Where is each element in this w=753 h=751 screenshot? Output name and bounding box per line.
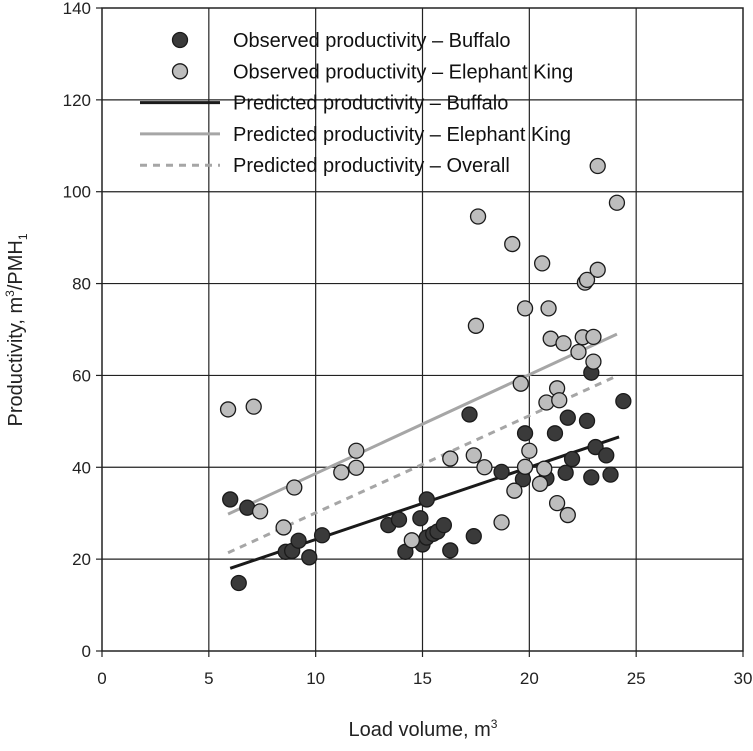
buffalo-point xyxy=(598,447,615,464)
elephant-king-point xyxy=(589,157,606,175)
legend-elephant-king-predicted: Predicted productivity – Elephant King xyxy=(233,124,571,146)
buffalo-point xyxy=(301,549,318,566)
buffalo-point xyxy=(546,425,564,442)
x-tick-label: 5 xyxy=(204,669,213,688)
buffalo-point xyxy=(587,438,604,456)
x-tick-label: 25 xyxy=(627,669,646,688)
elephant-king-point xyxy=(275,519,292,536)
elephant-king-point xyxy=(251,503,269,520)
elephant-king-point xyxy=(219,401,237,418)
x-tick-label: 30 xyxy=(734,669,753,688)
elephant-king-point xyxy=(504,235,521,253)
elephant-king-point xyxy=(245,398,262,415)
x-tick-labels: 0 5 10 15 20 25 30 xyxy=(97,669,752,688)
elephant-king-point xyxy=(521,442,538,459)
buffalo-point xyxy=(557,464,574,481)
y-tick-label: 20 xyxy=(72,550,91,569)
elephant-king-point xyxy=(476,459,493,476)
y-tick-label: 100 xyxy=(63,183,91,202)
elephant-king-point xyxy=(559,506,576,524)
elephant-king-point xyxy=(469,208,487,225)
buffalo-point xyxy=(465,528,482,545)
buffalo-point xyxy=(418,491,435,508)
buffalo-point xyxy=(390,511,408,528)
buffalo-point xyxy=(583,469,600,486)
legend: Observed productivity – Buffalo Observed … xyxy=(140,30,573,177)
buffalo-point xyxy=(290,532,307,549)
x-tick-label: 0 xyxy=(97,669,106,688)
elephant-king-point xyxy=(534,255,551,272)
data-points xyxy=(219,157,632,592)
legend-overall-predicted: Predicted productivity – Overall xyxy=(233,155,510,177)
y-axis-title: Productivity, m3/PMH1 xyxy=(3,233,30,426)
buffalo-point xyxy=(313,527,331,544)
x-tick-label: 15 xyxy=(413,669,432,688)
x-tick-label: 10 xyxy=(306,669,325,688)
buffalo-point xyxy=(412,510,429,527)
legend-buffalo-observed: Observed productivity – Buffalo xyxy=(233,30,511,52)
buffalo-point xyxy=(615,392,632,410)
buffalo-point xyxy=(493,463,510,481)
elephant-king-point xyxy=(585,328,602,345)
x-tick-label: 20 xyxy=(520,669,539,688)
elephant-king-point xyxy=(403,532,420,549)
y-tick-label: 140 xyxy=(63,0,91,18)
elephant-king-point xyxy=(551,392,568,409)
elephant-king-point xyxy=(493,514,510,531)
elephant-king-point xyxy=(578,271,596,289)
elephant-king-point xyxy=(531,475,549,492)
y-tick-label: 120 xyxy=(63,91,91,110)
elephant-king-point xyxy=(348,459,365,476)
legend-elephant-king-observed: Observed productivity – Elephant King xyxy=(233,61,573,83)
elephant-king-point xyxy=(442,450,459,467)
elephant-king-point xyxy=(286,479,303,496)
grid-lines xyxy=(102,8,743,651)
buffalo-point xyxy=(578,412,596,430)
elephant-king-point xyxy=(548,494,566,512)
elephant-king-point xyxy=(536,460,553,477)
buffalo-point xyxy=(230,574,247,592)
y-tick-labels: 0 20 40 60 80 100 120 140 xyxy=(63,0,91,661)
elephant-king-point xyxy=(506,482,523,499)
elephant-king-point xyxy=(348,442,365,459)
y-tick-label: 60 xyxy=(72,366,91,385)
tick-marks xyxy=(96,7,744,657)
buffalo-point xyxy=(602,466,619,483)
elephant-king-point xyxy=(608,194,626,211)
buffalo-point xyxy=(435,517,453,534)
elephant-king-point xyxy=(570,343,587,361)
elephant-king-point xyxy=(555,335,572,352)
buffalo-point xyxy=(516,425,534,442)
buffalo-point xyxy=(442,542,459,559)
elephant-king-point xyxy=(333,464,350,481)
x-axis-title: Load volume, m3 xyxy=(349,717,498,741)
buffalo-point xyxy=(563,450,581,468)
y-tick-label: 80 xyxy=(72,275,91,294)
buffalo-point xyxy=(559,409,576,426)
legend-marker-elephant-king xyxy=(171,63,189,80)
elephant-king-point xyxy=(589,261,606,278)
elephant-king-point xyxy=(512,375,529,392)
elephant-king-point xyxy=(540,300,557,317)
elephant-king-point xyxy=(585,353,602,370)
legend-marker-buffalo xyxy=(171,31,189,49)
buffalo-point xyxy=(222,491,239,508)
buffalo-point xyxy=(461,406,478,423)
elephant-king-point xyxy=(465,447,482,464)
elephant-king-point xyxy=(467,317,485,334)
elephant-king-point xyxy=(516,300,534,317)
legend-buffalo-predicted: Predicted productivity – Buffalo xyxy=(233,93,508,115)
elephant-king-point xyxy=(516,458,534,475)
y-tick-label: 40 xyxy=(72,458,91,477)
y-tick-label: 0 xyxy=(82,642,91,661)
